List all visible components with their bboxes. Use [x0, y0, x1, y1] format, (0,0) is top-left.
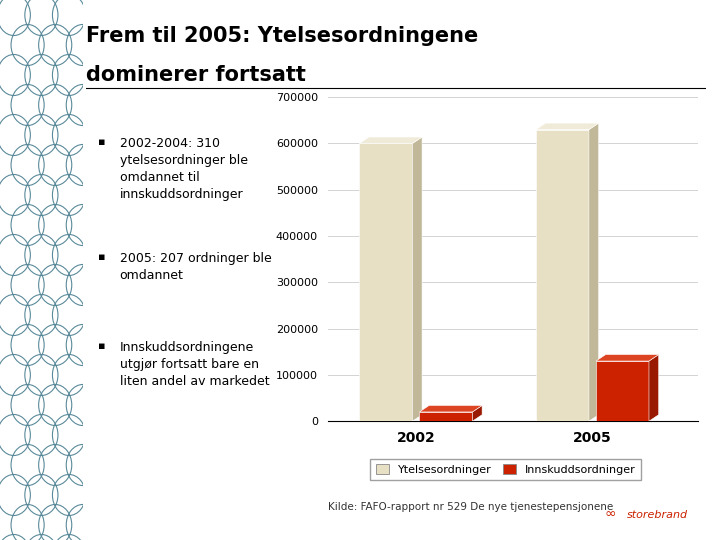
Polygon shape — [649, 355, 659, 421]
Text: storebrand: storebrand — [626, 510, 688, 521]
Polygon shape — [472, 406, 482, 421]
Text: Innskuddsordningene
utgjør fortsatt bare en
liten andel av markedet: Innskuddsordningene utgjør fortsatt bare… — [120, 341, 269, 388]
Text: ▪: ▪ — [98, 341, 105, 351]
Bar — [596, 361, 649, 421]
Bar — [359, 144, 413, 421]
Text: ▪: ▪ — [98, 137, 105, 147]
Polygon shape — [359, 137, 422, 144]
Polygon shape — [589, 123, 598, 421]
Legend: Ytelsesordninger, Innskuddsordninger: Ytelsesordninger, Innskuddsordninger — [370, 459, 642, 481]
Polygon shape — [536, 123, 598, 130]
Polygon shape — [596, 355, 659, 361]
Bar — [536, 130, 589, 421]
Polygon shape — [420, 406, 482, 412]
Text: Frem til 2005: Ytelsesordningene: Frem til 2005: Ytelsesordningene — [86, 26, 479, 46]
Text: ∞: ∞ — [605, 508, 616, 522]
Text: Kilde: FAFO-rapport nr 529 De nye tjenestepensjonene: Kilde: FAFO-rapport nr 529 De nye tjenes… — [328, 502, 613, 512]
Text: 2005: 207 ordninger ble
omdannet: 2005: 207 ordninger ble omdannet — [120, 252, 271, 282]
Polygon shape — [413, 137, 422, 421]
Bar — [420, 412, 472, 421]
Text: 2002-2004: 310
ytelsesordninger ble
omdannet til
innskuddsordninger: 2002-2004: 310 ytelsesordninger ble omda… — [120, 137, 248, 201]
Text: ▪: ▪ — [98, 252, 105, 262]
Text: dominerer fortsatt: dominerer fortsatt — [86, 65, 306, 85]
